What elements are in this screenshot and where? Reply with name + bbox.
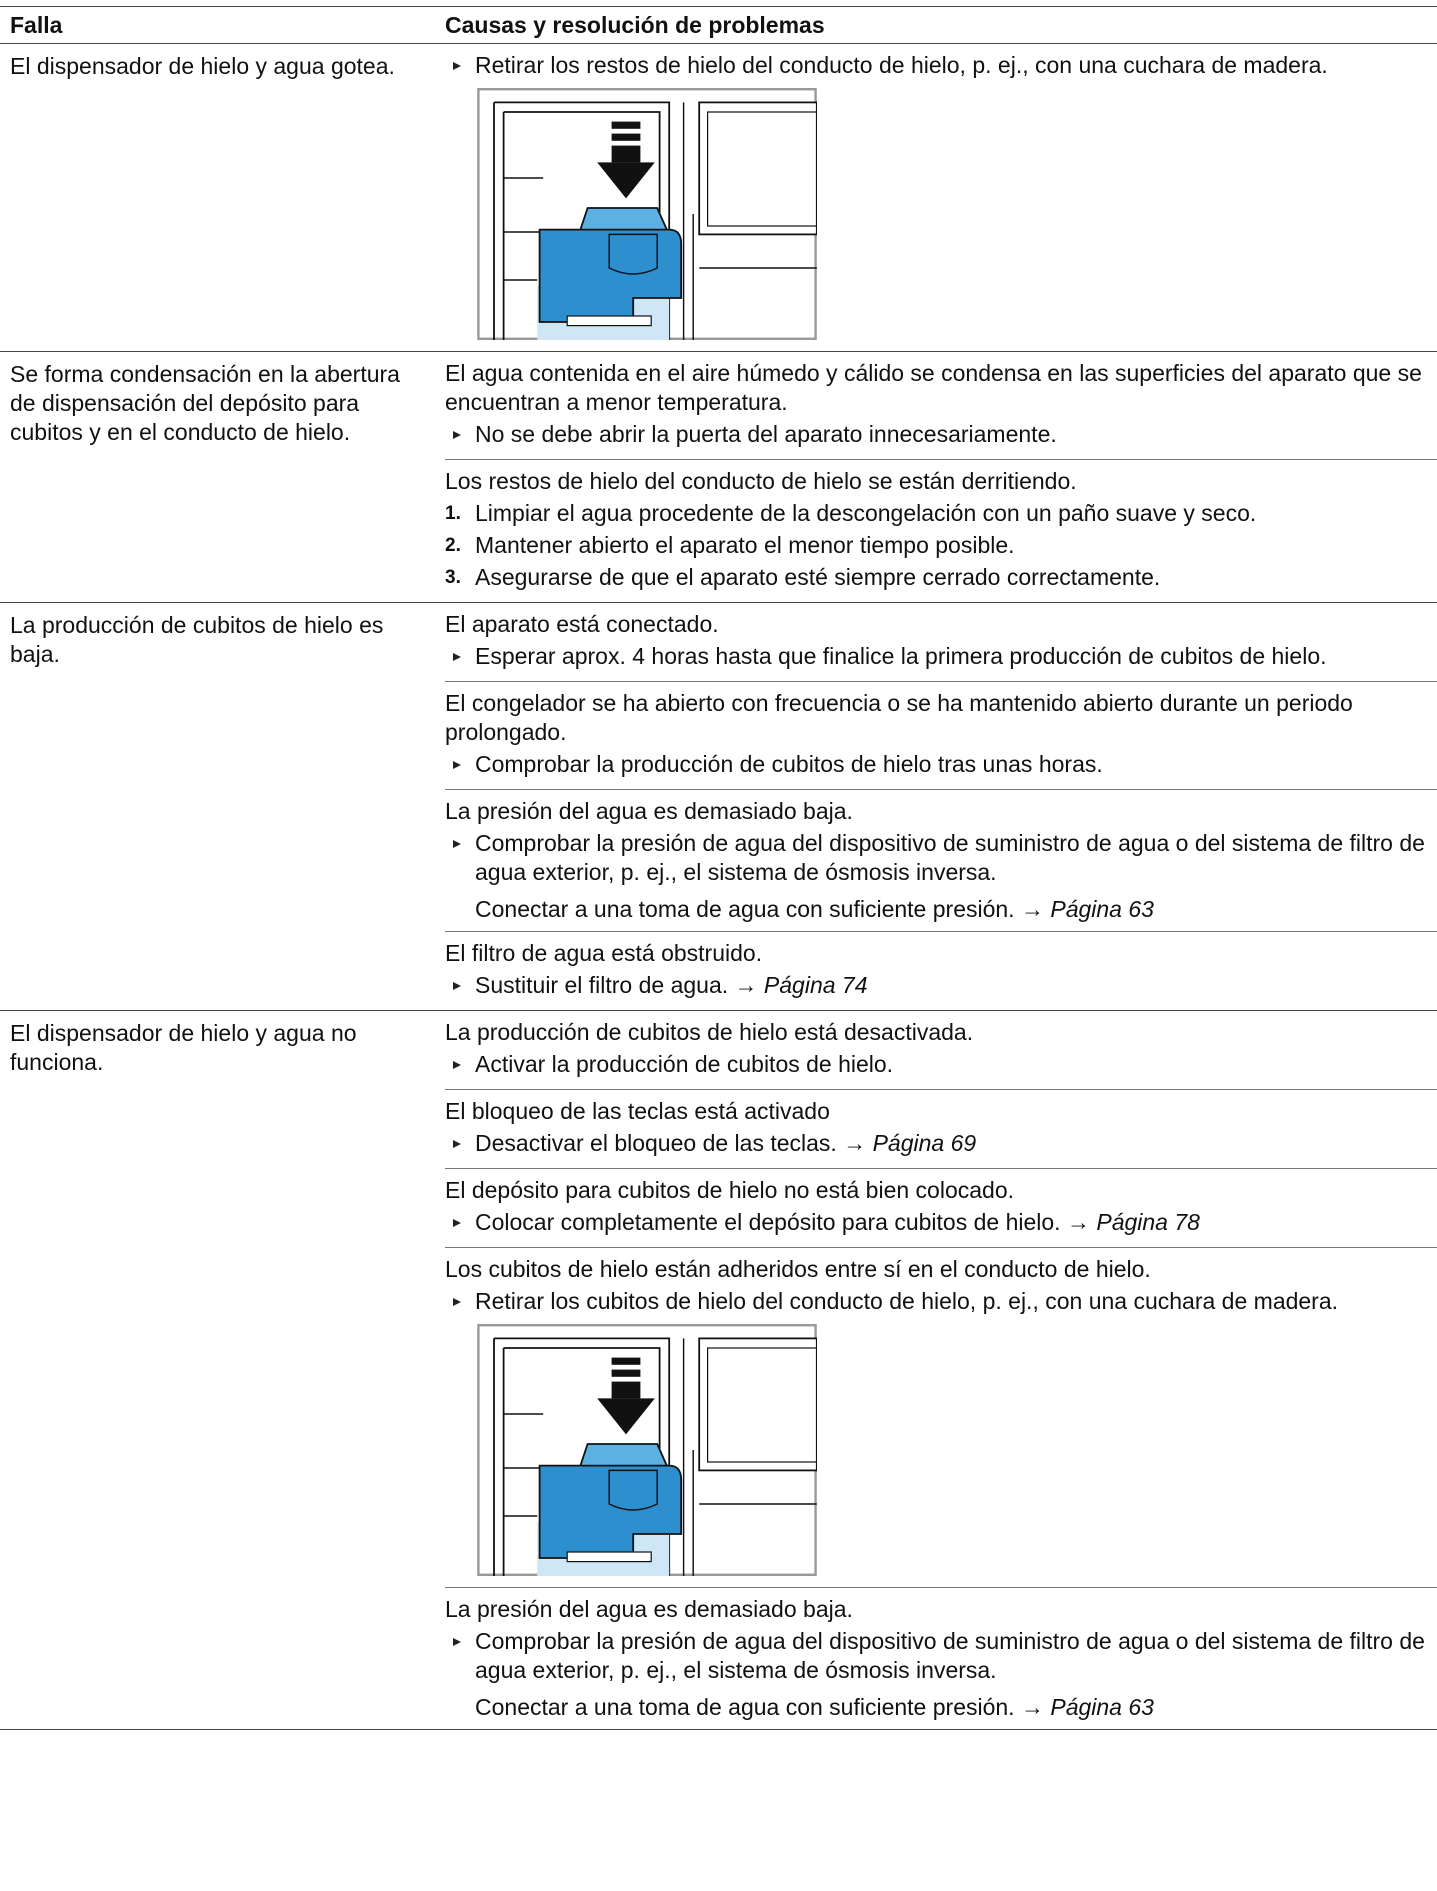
cause-text: Los cubitos de hielo están adheridos ent…: [445, 1256, 1151, 1282]
cause-text: El filtro de agua está obstruido.: [445, 940, 763, 966]
action: Comprobar la producción de cubitos de hi…: [445, 750, 1437, 779]
page-link[interactable]: Página 63: [1050, 896, 1154, 922]
cause: El depósito para cubitos de hielo no est…: [445, 1168, 1437, 1247]
row: El dispensador de hielo y agua gotea. Re…: [0, 43, 1437, 352]
page-link[interactable]: Página 74: [763, 972, 868, 998]
troubleshooting-table: Falla Causas y resolución de problemas E…: [0, 6, 1437, 1730]
step-text: Asegurarse de que el aparato esté siempr…: [475, 564, 1161, 590]
header: Falla: [0, 6, 441, 44]
step: 2. Mantener abierto el aparato el menor t…: [445, 531, 1437, 560]
cause: El aparato está conectado. Esperar aprox…: [445, 603, 1437, 681]
step-number: 2.: [445, 535, 461, 556]
cause-text: El congelador se ha abierto con frecuenc…: [445, 690, 1353, 745]
action: Desactivar el bloqueo de las teclas. → P…: [445, 1129, 1437, 1158]
fault: La producción de cubitos de hielo es baj…: [0, 602, 441, 1011]
step-number: 1.: [445, 503, 461, 524]
cause-text: El bloqueo de las teclas está activado: [445, 1098, 830, 1124]
note: Conectar a una toma de agua con suficien…: [445, 1693, 1437, 1722]
action: Activar la producción de cubitos de hiel…: [445, 1050, 1437, 1079]
causes: Retirar los restos de hielo del conducto…: [441, 43, 1437, 352]
cause: Los restos de hielo del conducto de hiel…: [445, 459, 1437, 602]
cause: El bloqueo de las teclas está activado D…: [445, 1089, 1437, 1168]
step-number: 3.: [445, 567, 461, 588]
cause: Retirar los restos de hielo del conducto…: [445, 44, 1437, 351]
cause-text: La presión del agua es demasiado baja.: [445, 798, 853, 824]
action: Comprobar la presión de agua del disposi…: [445, 1627, 1437, 1685]
row: La producción de cubitos de hielo es baj…: [0, 602, 1437, 1011]
cause: Los cubitos de hielo están adheridos ent…: [445, 1247, 1437, 1587]
step-text: Mantener abierto el aparato el menor tie…: [475, 532, 1015, 558]
causes: La producción de cubitos de hielo está d…: [441, 1010, 1437, 1730]
row: El dispensador de hielo y agua no funcio…: [0, 1010, 1437, 1730]
cause-text: La presión del agua es demasiado baja.: [445, 1596, 853, 1622]
fault: El dispensador de hielo y agua gotea.: [0, 43, 441, 352]
action: Retirar los cubitos de hielo del conduct…: [445, 1287, 1437, 1316]
cause: La presión del agua es demasiado baja. C…: [445, 789, 1437, 931]
cause: La presión del agua es demasiado baja. C…: [445, 1587, 1437, 1729]
illustration: [477, 88, 817, 340]
cause-text: El depósito para cubitos de hielo no est…: [445, 1177, 1015, 1203]
cause-text: La producción de cubitos de hielo está d…: [445, 1019, 974, 1045]
header: Causas y resolución de problemas: [441, 6, 1437, 44]
action: No se debe abrir la puerta del aparato i…: [445, 420, 1437, 449]
page-link[interactable]: Página 78: [1096, 1209, 1200, 1235]
note-text: Conectar a una toma de agua con suficien…: [475, 896, 1044, 922]
fault: Se forma condensación en la abertura de …: [0, 351, 441, 603]
action-text: Desactivar el bloqueo de las teclas. →: [475, 1130, 867, 1156]
causes: El aparato está conectado. Esperar aprox…: [441, 602, 1437, 1011]
action: Retirar los restos de hielo del conducto…: [445, 51, 1437, 80]
action: Esperar aprox. 4 horas hasta que finalic…: [445, 642, 1437, 671]
page-link[interactable]: Página 63: [1050, 1694, 1154, 1720]
action: Colocar completamente el depósito para c…: [445, 1208, 1437, 1237]
fault: El dispensador de hielo y agua no funcio…: [0, 1010, 441, 1730]
cause-text: El agua contenida en el aire húmedo y cá…: [445, 360, 1422, 415]
action-text: Sustituir el filtro de agua. →: [475, 972, 758, 998]
page: Falla Causas y resolución de problemas E…: [0, 6, 1437, 1891]
cause: El agua contenida en el aire húmedo y cá…: [445, 352, 1437, 459]
cause: El filtro de agua está obstruido. Sustit…: [445, 931, 1437, 1010]
note-text: Conectar a una toma de agua con suficien…: [475, 1694, 1044, 1720]
action-text: Colocar completamente el depósito para c…: [475, 1209, 1090, 1235]
step-text: Limpiar el agua procedente de la descong…: [475, 500, 1257, 526]
note: Conectar a una toma de agua con suficien…: [445, 895, 1437, 924]
row: Se forma condensación en la abertura de …: [0, 351, 1437, 603]
page-link[interactable]: Página 69: [872, 1130, 977, 1156]
cause: La producción de cubitos de hielo está d…: [445, 1011, 1437, 1089]
step: 3. Asegurarse de que el aparato esté siem…: [445, 563, 1437, 592]
cause-text: El aparato está conectado.: [445, 611, 719, 637]
action: Comprobar la presión de agua del disposi…: [445, 829, 1437, 887]
step: 1. Limpiar el agua procedente de la desco…: [445, 499, 1437, 528]
action: Sustituir el filtro de agua. → Página 74: [445, 971, 1437, 1000]
illustration: [477, 1324, 817, 1576]
causes: El agua contenida en el aire húmedo y cá…: [441, 351, 1437, 603]
cause: El congelador se ha abierto con frecuenc…: [445, 681, 1437, 789]
header-row: Falla Causas y resolución de problemas: [0, 6, 1437, 44]
cause-text: Los restos de hielo del conducto de hiel…: [445, 468, 1077, 494]
